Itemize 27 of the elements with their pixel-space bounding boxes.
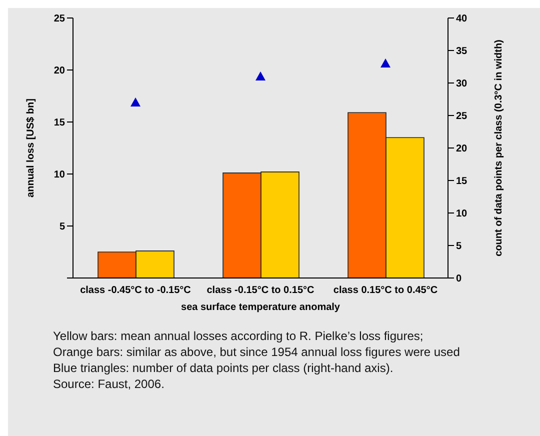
y2-tick-label: 5 xyxy=(456,241,462,252)
text: Blue triangles: number of data points per class (right-hand axis). xyxy=(53,360,394,376)
y-tick-label: 5 xyxy=(59,222,66,233)
x-tick-label: class 0.15°C to 0.45°C xyxy=(333,285,438,296)
x-tick-label: class -0.15°C to 0.15°C xyxy=(206,285,314,296)
y-tick-label: 25 xyxy=(54,14,66,25)
text: Yellow bars: mean annual losses according to R. Pielke’s loss figures; xyxy=(53,328,424,344)
y2-tick-label: 20 xyxy=(456,144,468,155)
x-axis-title: sea surface temperature anomaly xyxy=(181,302,340,313)
y-tick-label: 10 xyxy=(54,170,66,181)
point xyxy=(380,58,390,68)
y2-tick-label: 25 xyxy=(456,111,468,122)
y-tick-label: 15 xyxy=(54,118,66,129)
y2-tick-label: 35 xyxy=(456,46,468,58)
point xyxy=(256,72,266,80)
point xyxy=(130,98,140,106)
y-tick-label: 20 xyxy=(54,66,66,77)
y2-tick-label: 30 xyxy=(456,78,468,90)
y2-tick-label: 15 xyxy=(456,176,468,188)
y2-axis-title: count of data points per class (0.3°C in width) xyxy=(494,40,505,256)
text: Orange bars: similar as above, but since 1954 annual loss figures were used xyxy=(53,344,461,360)
y2-tick-label: 40 xyxy=(456,14,468,25)
x-tick-label: class -0.45°C to -0.15°C xyxy=(80,285,191,296)
source-note: Source: Faust, 2006. xyxy=(53,376,166,392)
y-axis-title: annual loss [US$ bn] xyxy=(26,98,37,198)
y2-tick-label: 10 xyxy=(456,208,468,220)
y2-tick-label: 0 xyxy=(456,274,462,285)
